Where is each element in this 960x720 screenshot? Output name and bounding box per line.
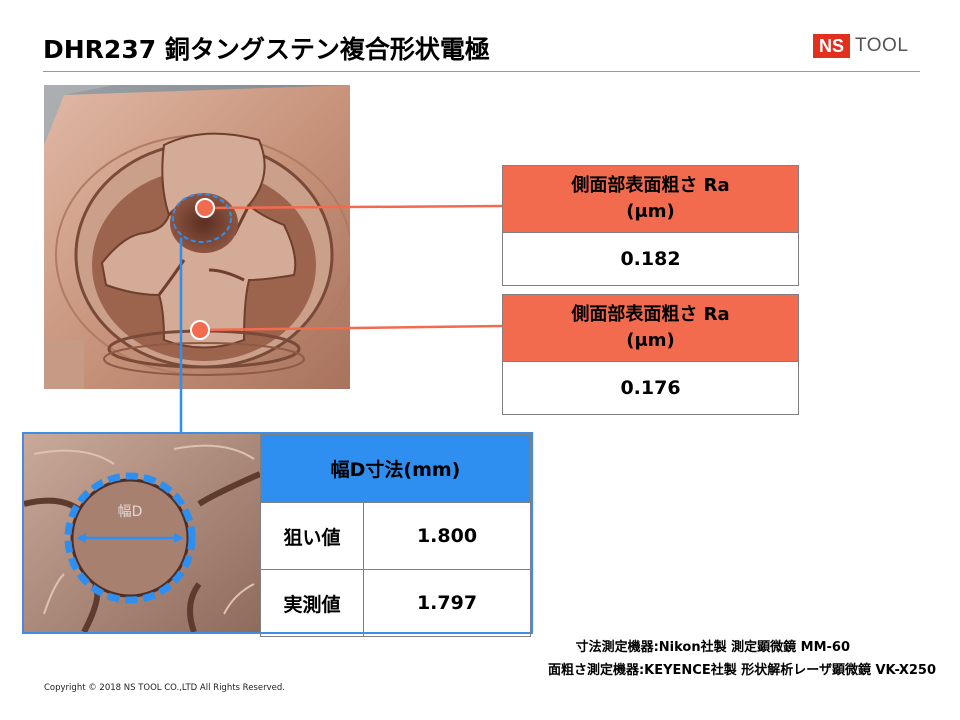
width-detail-photo: 幅D: [24, 434, 260, 632]
roughness-header-unit: (μm): [626, 201, 675, 222]
width-circle-marker: [64, 472, 196, 604]
width-d-label: 幅D: [118, 504, 143, 520]
electrode-photo: [44, 85, 350, 389]
roughness-header: 側面部表面粗さ Ra (μm): [502, 165, 799, 233]
measured-value: 1.797: [363, 569, 531, 637]
dimension-instrument-note: 寸法測定機器:Nikon社製 測定顕微鏡 MM-60: [575, 640, 850, 655]
roughness-table-upper: 側面部表面粗さ Ra (μm) 0.182: [502, 165, 799, 286]
logo-ns-mark: NS: [813, 34, 851, 58]
measured-label: 実測値: [260, 569, 364, 637]
page-title: DHR237 銅タングステン複合形状電極: [43, 35, 490, 64]
roughness-header: 側面部表面粗さ Ra (μm): [502, 294, 799, 362]
width-table-header: 幅D寸法(mm): [260, 434, 531, 503]
width-measurement-panel: 幅D 幅D寸法(mm) 狙い値 1.800 実測値 1.797: [22, 432, 533, 637]
ns-tool-logo: NS TOOL: [813, 34, 908, 58]
roughness-header-line1: 側面部表面粗さ Ra: [571, 175, 730, 196]
roughness-value: 0.182: [502, 232, 799, 286]
target-label: 狙い値: [260, 502, 364, 570]
roughness-header-line1: 側面部表面粗さ Ra: [571, 304, 730, 325]
copyright: Copyright © 2018 NS TOOL CO.,LTD All Rig…: [44, 683, 285, 693]
target-value: 1.800: [363, 502, 531, 570]
width-table: 幅D寸法(mm) 狙い値 1.800 実測値 1.797: [260, 434, 531, 637]
logo-tool-text: TOOL: [855, 35, 909, 56]
roughness-instrument-note: 面粗さ測定機器:KEYENCE社製 形状解析レーザ顕微鏡 VK-X250: [547, 663, 936, 678]
roughness-header-unit: (μm): [626, 330, 675, 351]
roughness-table-lower: 側面部表面粗さ Ra (μm) 0.176: [502, 294, 799, 415]
title-divider: [43, 71, 920, 72]
roughness-value: 0.176: [502, 361, 799, 415]
